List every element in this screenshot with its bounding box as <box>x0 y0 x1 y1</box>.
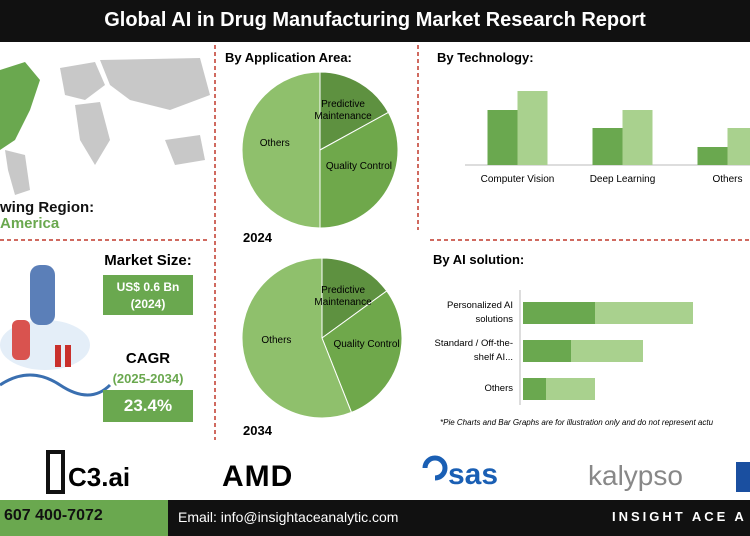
slice-label: Others <box>261 334 292 346</box>
pie-slice <box>241 257 353 419</box>
world-map <box>0 58 210 195</box>
brand: INSIGHT ACE A <box>612 509 747 524</box>
section-title: By AI solution: <box>433 252 525 267</box>
bar <box>517 91 548 165</box>
market-size-box <box>103 275 193 315</box>
logo: C3.ai <box>68 462 131 492</box>
category-label: Deep Learning <box>589 174 656 185</box>
bar <box>697 147 728 165</box>
bar-segment <box>523 340 571 362</box>
cagr-value: 23.4% <box>123 396 173 415</box>
slice-label: Predictive Maintenance <box>314 284 372 308</box>
category-label: Computer Vision <box>480 174 555 185</box>
section-title: By Application Area: <box>225 50 352 65</box>
bar-segment <box>523 302 595 324</box>
footer-bar <box>168 500 750 536</box>
pie-slice <box>241 71 321 229</box>
slice-label: Quality Control <box>333 338 400 350</box>
pie-slice <box>319 71 390 151</box>
market-size-value: US$ 0.6 Bn <box>116 280 180 294</box>
bar-segment <box>523 378 546 400</box>
header-bar <box>0 0 750 42</box>
pie-year: 2024 <box>243 230 272 245</box>
market-size-year: (2024) <box>130 297 166 311</box>
bar <box>592 128 623 165</box>
cagr-label: CAGR <box>125 350 171 367</box>
slice-label: Quality Control <box>325 161 392 173</box>
bar-segment <box>571 340 643 362</box>
region-value: America <box>0 215 60 232</box>
section-title: By Technology: <box>437 50 534 65</box>
market-size-label: Market Size: <box>104 252 192 269</box>
bar-segment <box>595 302 693 324</box>
category-label: Others <box>484 383 513 394</box>
bar <box>727 128 750 165</box>
pie-slice <box>321 257 388 339</box>
pie-year: 2034 <box>243 423 272 438</box>
cagr-box <box>103 390 193 422</box>
category-label: Standard / Off-the-shelf AI... <box>434 338 513 363</box>
slice-label: Others <box>259 138 290 149</box>
logos <box>46 450 750 494</box>
bar <box>487 110 518 165</box>
region-label: wing Region: <box>0 199 95 216</box>
phone-box <box>0 500 168 536</box>
bar-segment <box>546 378 595 400</box>
lab-illustration <box>0 265 112 397</box>
slice-label: Predictive Maintenance <box>314 99 372 123</box>
cagr-period: (2025-2034) <box>112 371 184 386</box>
category-label: Others <box>712 174 743 185</box>
logo: kalypso <box>588 460 683 491</box>
email: Email: info@insightaceanalytic.com <box>178 509 399 525</box>
category-label: Personalized AI solutions <box>446 300 513 325</box>
pie-slice <box>321 290 403 414</box>
pie-slice <box>319 111 399 229</box>
logo: AMD <box>222 460 294 493</box>
note: *Pie Charts and Bar Graphs are for illus… <box>440 418 714 427</box>
title: Global AI in Drug Manufacturing Market R… <box>104 9 646 31</box>
logo: sas <box>448 458 499 491</box>
phone: 607 400-7072 <box>4 507 103 524</box>
dividers <box>0 45 750 440</box>
bar <box>622 110 653 165</box>
